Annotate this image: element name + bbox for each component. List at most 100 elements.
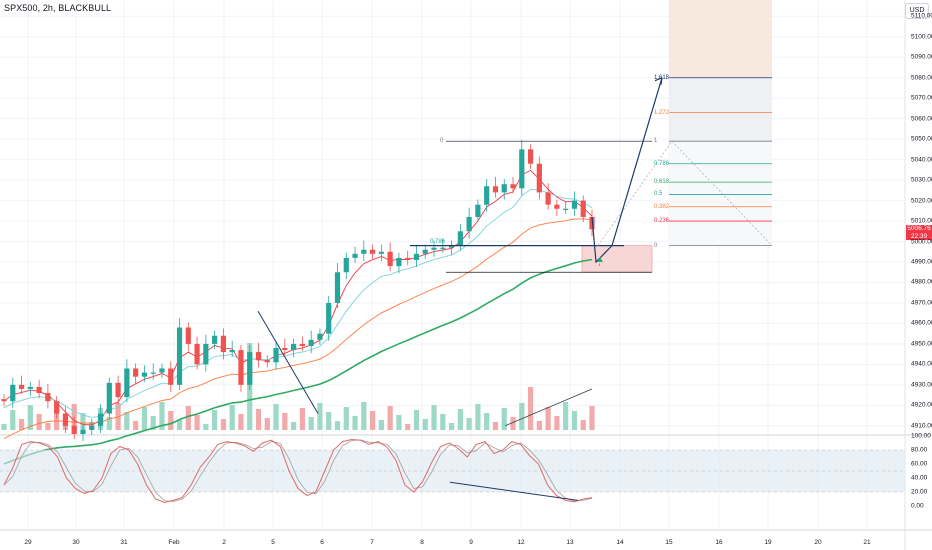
candle-body [580,200,586,217]
volume-bar [501,408,507,430]
support-box [581,245,653,273]
price-tick-label: 5090.00 [911,53,932,61]
price-tick-label: 5010.00 [911,217,932,225]
price-tick-label: 4970.00 [911,299,932,307]
candle-body [519,149,525,189]
fib-level-label: 0.236 [654,218,670,225]
volume-bar [361,402,367,430]
up-arrow-icon [597,257,603,266]
currency-button[interactable]: USD [905,3,929,19]
candle-body [80,429,86,434]
last-price-timer: 22:39 [910,232,928,240]
volume-bar [334,421,341,430]
candle-body [176,327,183,385]
candles [1,140,595,442]
stoch-d-line [3,439,593,502]
time-tick-label: 13 [566,539,574,546]
candle-body [133,368,139,377]
volume-bar [422,419,428,430]
candle-body [457,231,463,246]
volume-bar [141,407,148,430]
volume-bar [571,411,578,430]
volume-bar [124,412,130,430]
candle-body [150,372,156,374]
retrace-zone [669,141,772,246]
price-tick-label: 5000.00 [911,238,932,246]
volume-bar [1,424,7,430]
candle-body [361,249,367,254]
volume-bar [238,414,244,430]
stoch-tick-label: 20.00 [911,488,928,496]
candle-body [378,251,384,254]
candle-body [545,192,551,205]
candle-body [1,399,7,402]
volume-bar [106,417,112,430]
price-tick-label: 5070.00 [911,94,932,102]
candle-body [317,333,323,340]
volume-bar [282,413,288,430]
candle-body [527,149,534,164]
candle-body [387,251,393,267]
volume-bar [405,424,411,430]
candle-body [422,249,428,254]
divergence-line [257,310,319,414]
price-tick-label: 4960.00 [911,319,932,327]
candle-body [264,360,270,363]
ema-green [3,258,593,465]
candle-body [247,352,253,385]
volume-bar [510,417,516,430]
volume-bar [18,419,25,430]
time-tick-label: 29 [24,539,32,546]
candle-body [343,257,349,273]
candle-body [536,163,542,193]
volume-bar [589,406,595,430]
stoch-tick-label: 40.00 [911,474,928,482]
stoch-tick-label: 0.00 [911,502,924,510]
candle-body [299,343,305,346]
candle-body [326,302,332,334]
candle-body [45,393,51,402]
candle-body [18,384,25,389]
volume-bar [168,411,174,430]
last-price-tag: 5006.76 22:39 [906,225,932,240]
stoch-tick-label: 60.00 [911,460,928,468]
candle-body [89,425,95,430]
fib-level-label: 1.272 [654,109,670,116]
projection-dotted [597,140,673,246]
candle-body [159,368,165,373]
symbol-title: SPX500, 2h, BLACKBULL [4,3,112,13]
volume-bar [554,416,560,430]
stoch-divergence-line [449,481,579,501]
candle-body [396,257,402,267]
arrow-head [654,77,663,85]
candle-body [255,352,262,361]
price-tick-label: 5040.00 [911,156,932,164]
time-tick-label: 30 [72,539,80,546]
candle-body [212,335,218,344]
price-tick-label: 5080.00 [911,74,932,82]
time-tick-label: 14 [616,539,624,546]
candle-body [27,386,33,389]
candle-body [229,350,235,353]
volume-bar [220,419,227,430]
volume-bar [54,409,60,430]
price-tick-label: 5050.00 [911,135,932,143]
fib-level-label: 1.618 [654,74,670,81]
time-tick-label: 8 [420,539,424,546]
volume-bar [475,404,481,430]
price-tick-label: 4980.00 [911,278,932,286]
candle-body [141,372,148,377]
time-tick-label: 7 [370,539,374,546]
candle-body [431,247,437,250]
candle-body [466,216,472,232]
candle-body [54,401,60,414]
volume-bar [80,413,86,430]
volume-bar [150,416,156,430]
target-zone [669,0,772,78]
volume-bar [396,415,402,430]
volume-bar [352,416,358,430]
time-tick-label: 12 [517,539,525,546]
candle-body [554,204,560,209]
candle-body [106,382,112,414]
